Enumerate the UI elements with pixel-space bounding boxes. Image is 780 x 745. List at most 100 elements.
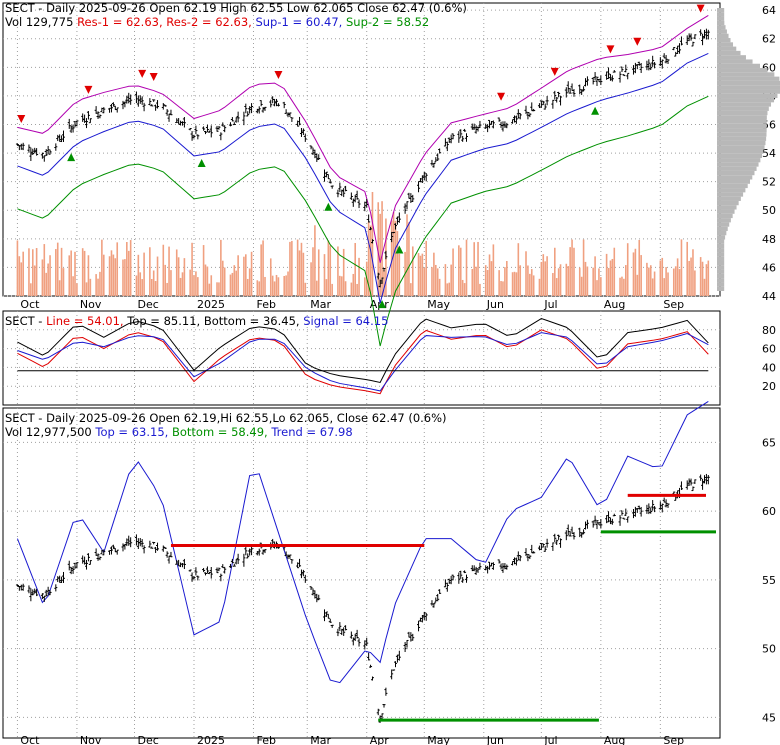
- volume-profile-bar: [717, 72, 775, 77]
- volume-profile-bar: [717, 230, 727, 236]
- p3-bottom-text: Bottom = 58.49,: [171, 425, 268, 439]
- sell-arrow-icon: [497, 92, 506, 101]
- x-tick-label-1: Jul: [543, 298, 557, 311]
- x-tick-label-2: Nov: [80, 734, 102, 745]
- volume-profile-bar: [717, 175, 753, 180]
- x-tick-label-1: Feb: [256, 298, 275, 311]
- buy-arrow-icon: [395, 245, 404, 254]
- p2-header: SECT - Line = 54.01, Top = 85.11, Bottom…: [5, 314, 388, 328]
- x-tick-label-1: Nov: [80, 298, 102, 311]
- x-tick-label-2: Dec: [138, 734, 159, 745]
- volume-profile-bar: [717, 179, 751, 184]
- volume-profile-bar: [717, 170, 755, 176]
- volume-profile-bar: [717, 63, 760, 69]
- volume-profile-bar: [717, 76, 780, 81]
- volume-profile-bar: [717, 132, 767, 137]
- sell-arrow-icon: [633, 37, 642, 46]
- sell-arrow-icon: [606, 45, 615, 54]
- x-tick-label-1: May: [427, 298, 450, 311]
- volume-profile-bar: [717, 269, 725, 274]
- volume-profile-bar: [717, 248, 725, 253]
- volume-profile-bar: [717, 128, 767, 133]
- x-tick-label-1: Jun: [486, 298, 504, 311]
- p2-bottom-text: Bottom = 36.45,: [203, 314, 300, 328]
- volume-profile-bar: [717, 226, 728, 231]
- p2-ticker-text: SECT -: [5, 314, 47, 328]
- y-tick-label-p1: 52: [762, 176, 776, 189]
- x-tick-label-2: May: [427, 734, 450, 745]
- p3-volume-text: Vol 12,977,500: [5, 425, 92, 439]
- p3-header-line1: SECT - Daily 2025-09-26 Open 62.19,Hi 62…: [5, 411, 447, 425]
- p3-header-line2: Vol 12,977,500 Top = 63.15, Bottom = 58.…: [5, 425, 353, 439]
- y-tick-label-p1: 46: [762, 261, 776, 274]
- p1-res2-text: Res-2 = 62.63,: [166, 15, 252, 29]
- x-tick-label-2: 2025: [197, 734, 225, 745]
- volume-profile-bar: [717, 260, 725, 266]
- volume-profile-bar: [717, 25, 726, 30]
- x-tick-label-1: Dec: [138, 298, 159, 311]
- volume-profile-bar: [717, 102, 772, 107]
- volume-profile-bar: [717, 149, 764, 154]
- x-tick-label-2: Mar: [310, 734, 331, 745]
- p1-header-line1: SECT - Daily 2025-09-26 Open 62.19 High …: [5, 1, 467, 15]
- buy-arrow-icon: [197, 158, 206, 167]
- volume-profile-bar: [717, 183, 748, 189]
- y-tick-label-p3: 60: [762, 505, 776, 518]
- volume-profile-bar: [717, 119, 767, 124]
- x-tick-label-2: Jul: [543, 734, 557, 745]
- volume-profile-bar: [717, 98, 775, 103]
- sell-arrow-icon: [550, 67, 559, 76]
- y-tick-label-p1: 44: [762, 290, 776, 303]
- p2-top-text: Top = 85.11,: [127, 314, 201, 328]
- volume-profile-bar: [717, 158, 761, 163]
- volume-profile-bar: [717, 38, 731, 43]
- p1-ohlc-text: SECT - Daily 2025-09-26 Open 62.19 High …: [5, 1, 467, 15]
- volume-profile-bar: [717, 222, 730, 227]
- panel-frame-3: [2, 407, 721, 739]
- volume-profile-bar: [717, 205, 737, 210]
- oscillator-signal: [17, 332, 709, 392]
- y-tick-label-p3: 65: [762, 436, 776, 449]
- volume-profile-bar: [717, 80, 780, 86]
- volume-profile-bar: [717, 110, 768, 116]
- sell-arrow-icon: [274, 71, 283, 80]
- volume-profile-bar: [717, 243, 725, 249]
- buy-arrow-icon: [378, 300, 387, 309]
- volume-profile-bar: [717, 162, 759, 167]
- y-tick-label-p3: 50: [762, 643, 776, 656]
- volume-profile-bar: [717, 115, 767, 120]
- volume-profile-bar: [717, 55, 746, 60]
- p3-top-text: Top = 63.15,: [95, 425, 169, 439]
- volume-profile-bar: [717, 89, 780, 94]
- volume-profile-bar: [717, 218, 731, 223]
- oscillator-top-band: [17, 317, 709, 384]
- panel-frame-2: [2, 310, 721, 406]
- y-tick-label-p2: 20: [762, 380, 776, 393]
- x-tick-label-1: Sep: [663, 298, 684, 311]
- buy-arrow-icon: [324, 202, 333, 211]
- volume-profile-bar: [717, 196, 741, 201]
- x-tick-label-1: Aug: [604, 298, 625, 311]
- x-tick-label-2: Jun: [486, 734, 504, 745]
- volume-profile-bar: [717, 8, 725, 13]
- magenta-envelope-line: [17, 15, 709, 263]
- sell-arrow-icon: [84, 85, 93, 94]
- p3-trend-text: Trend = 67.98: [271, 425, 353, 439]
- volume-profile-bar: [717, 145, 765, 150]
- x-tick-label-2: Sep: [663, 734, 684, 745]
- x-tick-label-2: Aug: [604, 734, 625, 745]
- y-tick-label-p1: 48: [762, 233, 776, 246]
- sell-arrow-icon: [149, 72, 158, 81]
- x-tick-label-1: Oct: [20, 298, 40, 311]
- x-tick-label-2: Feb: [256, 734, 275, 745]
- y-tick-label-p1: 62: [762, 33, 776, 46]
- volume-profile-bar: [717, 12, 725, 17]
- p2-signal-text: Signal = 64.15: [303, 314, 389, 328]
- trend-line: [16, 400, 709, 684]
- p3-ohlc-text: SECT - Daily 2025-09-26 Open 62.19,Hi 62…: [5, 411, 447, 425]
- volume-profile-bar: [717, 16, 725, 21]
- y-tick-label-p2: 40: [762, 361, 776, 374]
- p1-volume-text: Vol 129,775: [5, 15, 74, 29]
